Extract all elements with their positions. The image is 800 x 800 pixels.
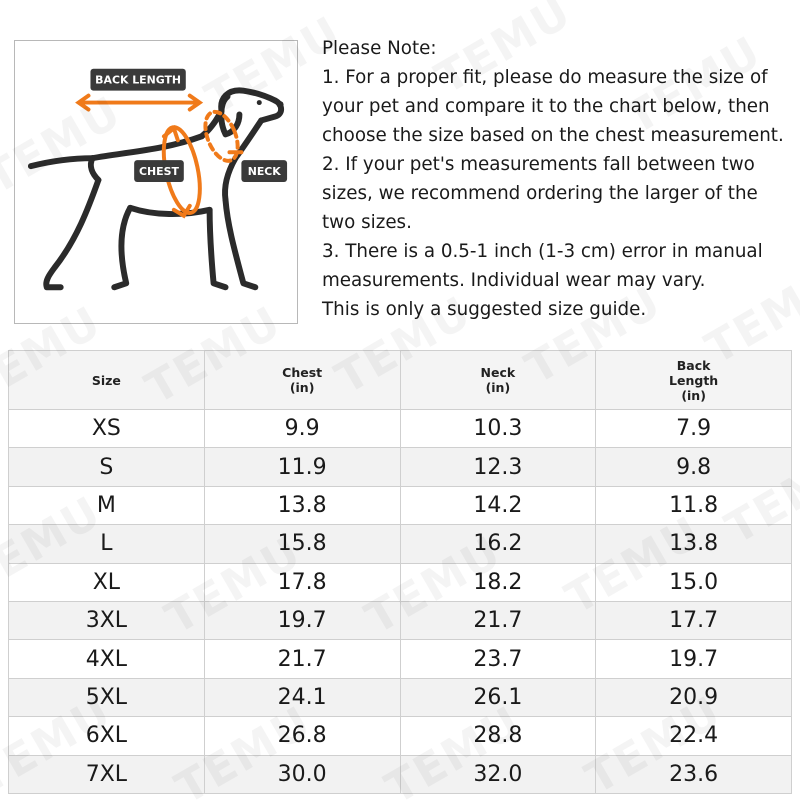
size-cell: L <box>8 524 205 564</box>
measurement-cell: 9.8 <box>595 447 792 487</box>
table-row: XS 9.9 10.3 7.9 <box>8 408 792 449</box>
measurement-cell: 18.2 <box>399 562 597 602</box>
measurement-cell: 22.4 <box>595 716 792 756</box>
measurement-cell: 21.7 <box>399 600 597 641</box>
note-item: 1. For a proper fit, please do measure t… <box>322 67 784 146</box>
measurement-cell: 10.3 <box>399 408 597 449</box>
table-row: S 11.9 12.3 9.8 <box>8 447 792 487</box>
measurement-cell: 13.8 <box>203 485 401 526</box>
svg-text:BACK LENGTH: BACK LENGTH <box>95 74 181 87</box>
notes-heading: Please Note: <box>322 38 437 59</box>
size-cell: XS <box>8 408 205 449</box>
measurement-cell: 12.3 <box>399 447 597 487</box>
size-cell: 6XL <box>8 716 205 756</box>
measurement-cell: 21.7 <box>203 639 401 679</box>
measurement-cell: 11.8 <box>595 485 792 526</box>
size-cell: 4XL <box>8 639 205 679</box>
column-header: Size <box>8 350 205 410</box>
table-row: 7XL 30.0 32.0 23.6 <box>8 754 792 794</box>
measurement-cell: 17.7 <box>595 600 792 641</box>
svg-text:CHEST: CHEST <box>139 165 179 178</box>
measurement-cell: 17.8 <box>203 562 401 602</box>
measurement-diagram: BACK LENGTH CHEST NECK <box>14 40 298 324</box>
measurement-cell: 26.1 <box>399 677 597 718</box>
measurement-cell: 15.8 <box>203 524 401 564</box>
header-line: Size <box>91 372 121 388</box>
size-notes: Please Note: 1. For a proper fit, please… <box>322 34 792 324</box>
measurement-cell: 13.8 <box>595 524 792 564</box>
measurement-cell: 16.2 <box>399 524 597 564</box>
header-line: (in) <box>681 387 706 403</box>
chest-label: CHEST <box>134 160 184 182</box>
header-line: (in) <box>289 380 315 395</box>
table-row: 3XL 19.7 21.7 17.7 <box>8 600 792 641</box>
header-line: Length <box>669 372 719 388</box>
dog-eye-icon <box>256 100 262 106</box>
neck-measure-loop <box>203 109 240 163</box>
size-cell: M <box>8 485 205 526</box>
measurement-cell: 19.7 <box>203 600 401 641</box>
table-row: 5XL 24.1 26.1 20.9 <box>8 677 792 718</box>
size-cell: 5XL <box>8 677 205 718</box>
header-line: (in) <box>485 380 511 395</box>
dog-outline-icon: BACK LENGTH CHEST NECK <box>27 68 288 291</box>
measurement-cell: 32.0 <box>399 754 597 794</box>
measurement-cell: 15.0 <box>595 562 792 602</box>
measurement-cell: 24.1 <box>203 677 401 718</box>
measurement-cell: 9.9 <box>203 408 401 449</box>
measurement-cell: 20.9 <box>595 677 792 718</box>
table-row: XL 17.8 18.2 15.0 <box>8 562 792 602</box>
header-line: Chest <box>282 365 323 380</box>
measurement-cell: 19.7 <box>595 639 792 679</box>
table-row: M 13.8 14.2 11.8 <box>8 485 792 526</box>
table-row: L 15.8 16.2 13.8 <box>8 524 792 564</box>
size-cell: XL <box>8 562 205 602</box>
size-chart-table: Size Chest (in) Neck (in) Back Length (in) XS 9.… <box>8 350 792 794</box>
size-cell: S <box>8 447 205 487</box>
header-line: Neck <box>480 365 516 380</box>
column-header: Back Length (in) <box>595 350 792 410</box>
table-body: XS 9.9 10.3 7.9 S 11.9 12.3 9.8 M 13.8 14.2 11.8 L 15… <box>8 408 792 794</box>
measurement-cell: 26.8 <box>203 716 401 756</box>
dog-nose-icon <box>276 101 284 109</box>
table-header-row: Size Chest (in) Neck (in) Back Length (in) <box>8 350 792 410</box>
size-cell: 7XL <box>8 754 205 794</box>
note-item: 2. If your pet's measurements fall betwe… <box>322 154 758 233</box>
table-row: 6XL 26.8 28.8 22.4 <box>8 716 792 756</box>
column-header: Chest (in) <box>203 350 401 410</box>
measurement-cell: 30.0 <box>203 754 401 794</box>
table-row: 4XL 21.7 23.7 19.7 <box>8 639 792 679</box>
neck-label: NECK <box>241 160 288 182</box>
measurement-cell: 23.6 <box>595 754 792 794</box>
measurement-cell: 28.8 <box>399 716 597 756</box>
svg-text:NECK: NECK <box>248 165 282 178</box>
size-cell: 3XL <box>8 600 205 641</box>
note-footer: This is only a suggested size guide. <box>322 299 647 320</box>
back-length-label: BACK LENGTH <box>90 68 186 91</box>
measurement-cell: 7.9 <box>595 408 792 449</box>
measurement-cell: 14.2 <box>399 485 597 526</box>
measurement-cell: 23.7 <box>399 639 597 679</box>
header-line: Back <box>676 357 711 373</box>
note-item: 3. There is a 0.5-1 inch (1-3 cm) error … <box>322 241 763 291</box>
column-header: Neck (in) <box>399 350 597 410</box>
measurement-cell: 11.9 <box>203 447 401 487</box>
